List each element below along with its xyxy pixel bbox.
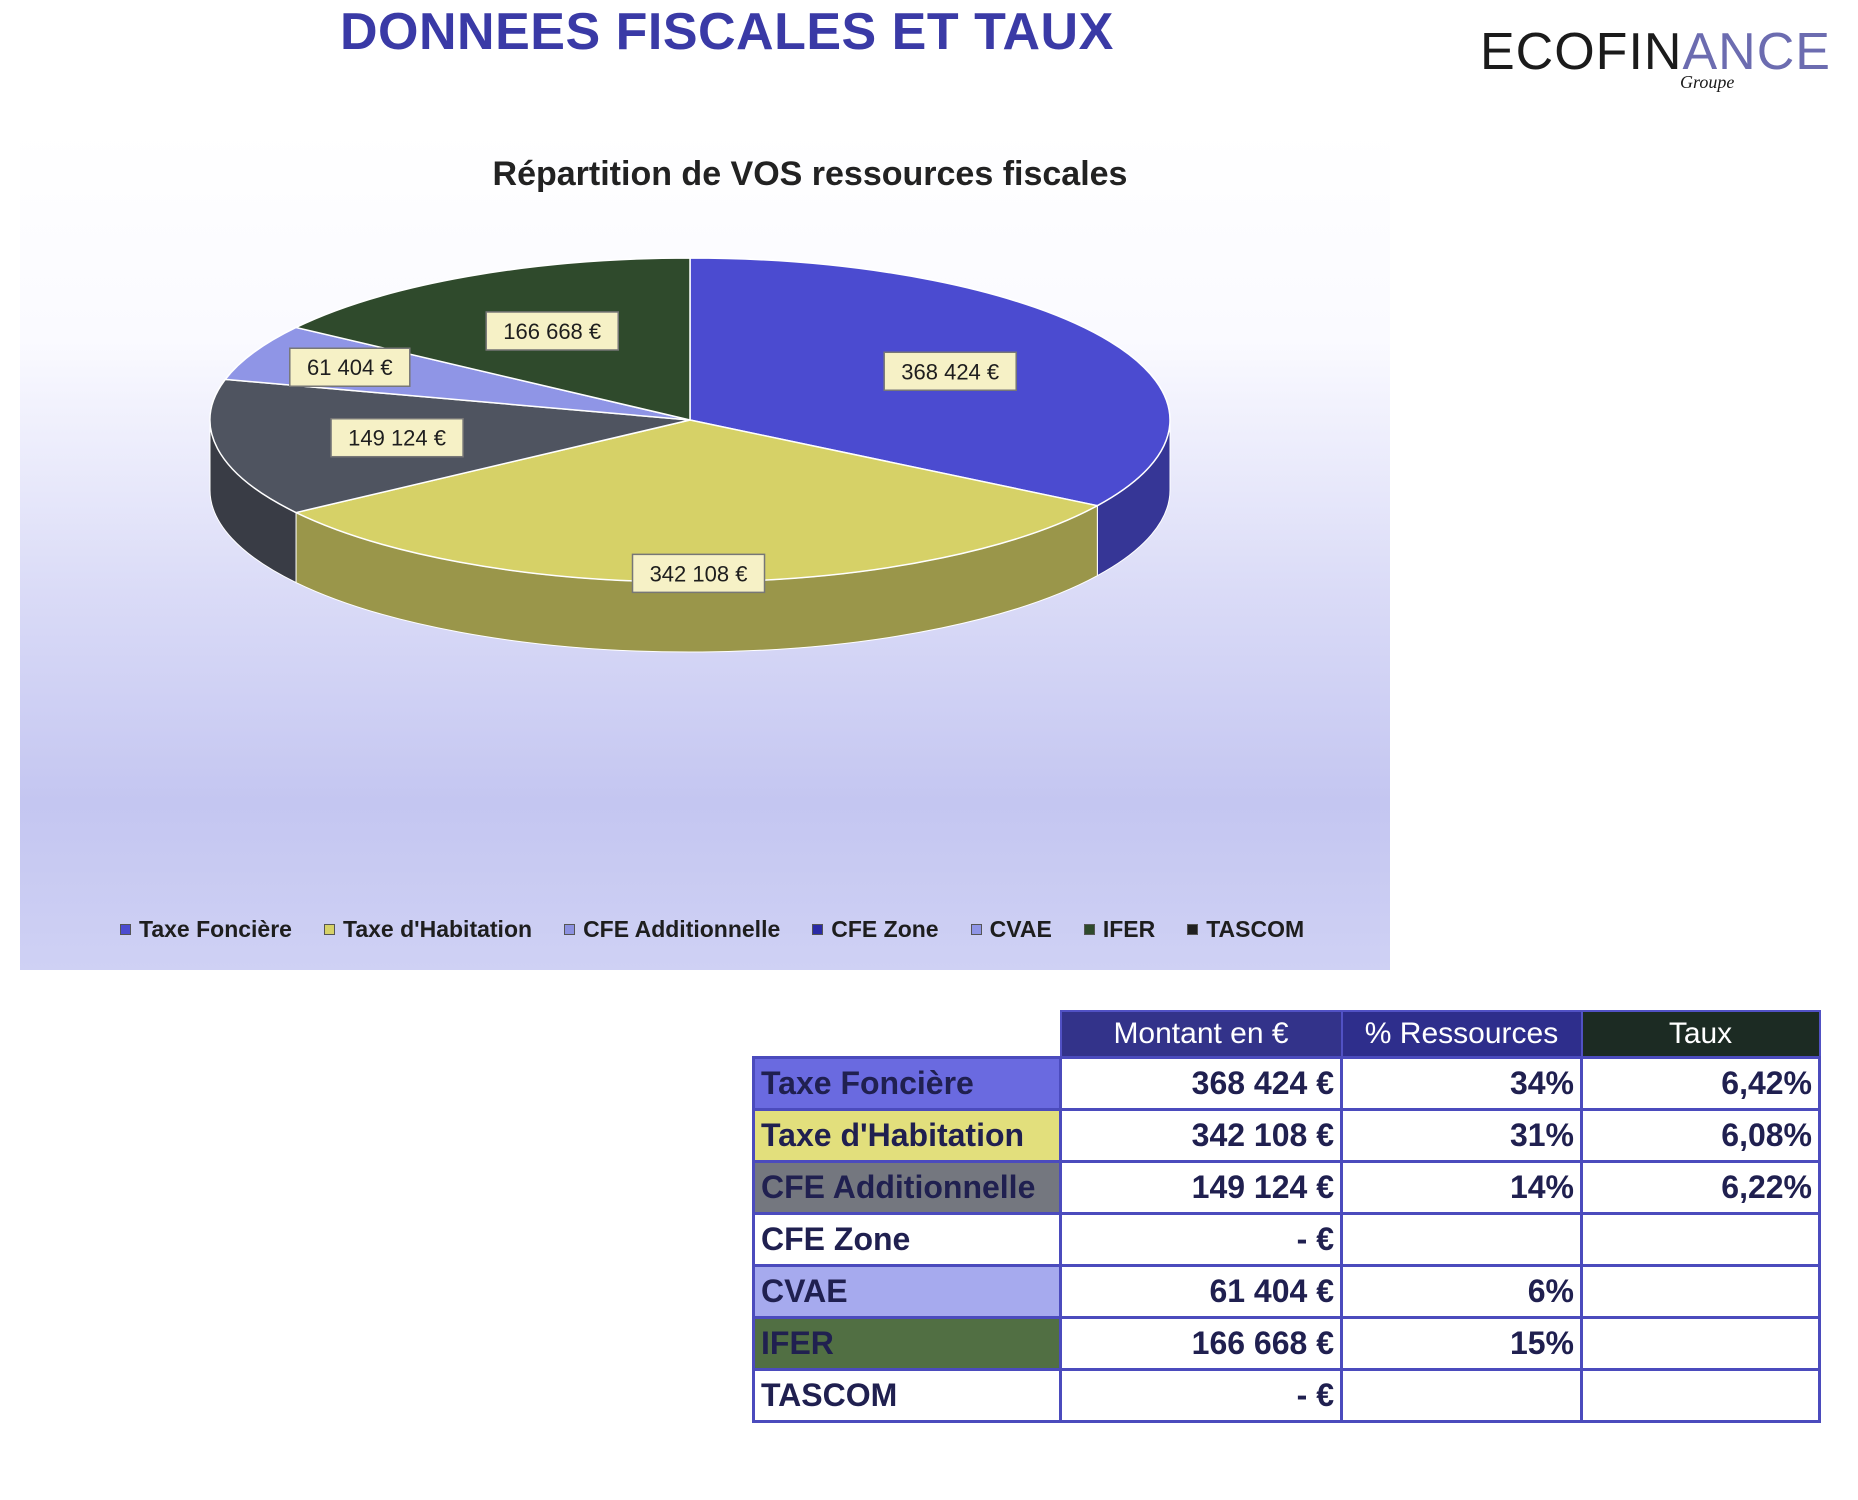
row-amount: 149 124 € xyxy=(1059,1160,1343,1215)
legend-swatch xyxy=(1187,924,1199,935)
pie-value-label-0: 368 424 € xyxy=(901,359,999,384)
row-label: Taxe d'Habitation xyxy=(752,1108,1062,1163)
row-rate xyxy=(1580,1368,1821,1423)
chart-title: Répartition de VOS ressources fiscales xyxy=(492,155,1128,193)
row-label: Taxe Foncière xyxy=(752,1056,1062,1111)
row-rate xyxy=(1580,1212,1821,1267)
table-header-row: Montant en € % Ressources Taux xyxy=(754,1010,1821,1059)
row-label: CFE Zone xyxy=(752,1212,1062,1267)
row-label: IFER xyxy=(752,1316,1062,1371)
legend-label: Taxe d'Habitation xyxy=(342,916,533,942)
legend-swatch xyxy=(970,924,982,935)
legend-label: Taxe Foncière xyxy=(139,916,292,942)
row-percent: 6% xyxy=(1340,1264,1583,1319)
table-row: CFE Additionnelle 149 124 €14% 6,22% xyxy=(752,1160,1821,1215)
legend-item: CVAE xyxy=(970,916,1052,943)
legend-item: Taxe d'Habitation xyxy=(323,916,533,943)
row-amount: 342 108 € xyxy=(1059,1108,1343,1163)
logo-wordmark: ECOFINANCE xyxy=(1480,23,1831,81)
pie-label-box-1 xyxy=(631,553,766,594)
table-row: TASCOM - € xyxy=(752,1368,1821,1423)
row-percent xyxy=(1340,1368,1583,1423)
row-percent: 14% xyxy=(1340,1160,1583,1215)
pie-value-label-2: 149 124 € xyxy=(348,426,446,451)
legend-swatch xyxy=(323,924,335,935)
pie-label-box-2 xyxy=(330,417,464,458)
legend-swatch xyxy=(564,924,576,935)
row-rate xyxy=(1580,1316,1821,1371)
table-header-amount: Montant en € xyxy=(1059,1010,1343,1059)
table-row: CVAE 61 404 €6% xyxy=(752,1264,1821,1319)
pie-value-label-4: 166 668 € xyxy=(503,319,601,344)
row-percent: 34% xyxy=(1340,1056,1583,1111)
row-rate: 6,08% xyxy=(1580,1108,1821,1163)
pie-label-box-0 xyxy=(883,351,1017,392)
table-row: IFER 166 668 €15% xyxy=(752,1316,1821,1371)
legend-item: CFE Additionnelle xyxy=(564,916,780,943)
row-label: CFE Additionnelle xyxy=(752,1160,1062,1215)
row-percent: 31% xyxy=(1340,1108,1583,1163)
row-rate xyxy=(1580,1264,1821,1319)
table-header-rate: Taux xyxy=(1580,1010,1821,1059)
row-amount: 368 424 € xyxy=(1059,1056,1343,1111)
ecofinance-logo: ECOFINANCE Groupe xyxy=(1470,22,1830,92)
chart-legend: Taxe Foncière Taxe d'Habitation CFE Additi… xyxy=(120,916,1304,943)
pie-label-box-3 xyxy=(289,347,411,387)
legend-swatch xyxy=(1083,924,1095,935)
table-row: Taxe d'Habitation 342 108 €31% 6,08% xyxy=(752,1108,1821,1163)
table-header-percent: % Ressources xyxy=(1340,1010,1583,1059)
legend-label: IFER xyxy=(1102,916,1156,942)
legend-item: Taxe Foncière xyxy=(120,916,292,943)
row-amount: - € xyxy=(1059,1368,1343,1423)
pie-value-label-3: 61 404 € xyxy=(307,355,393,380)
table-header-empty xyxy=(754,1011,1061,1058)
pie-value-label-1: 342 108 € xyxy=(650,561,748,586)
legend-item: IFER xyxy=(1083,916,1156,943)
logo-subtitle: Groupe xyxy=(1680,72,1735,92)
legend-label: CFE Zone xyxy=(831,916,939,942)
row-amount: 61 404 € xyxy=(1059,1264,1343,1319)
row-percent: 15% xyxy=(1340,1316,1583,1371)
table-row: CFE Zone - € xyxy=(752,1212,1821,1267)
legend-item: CFE Zone xyxy=(812,916,939,943)
legend-item: TASCOM xyxy=(1187,916,1304,943)
row-label: CVAE xyxy=(752,1264,1062,1319)
legend-swatch xyxy=(120,924,131,935)
fiscal-data-table: Montant en € % Ressources Taux Taxe Fonc… xyxy=(752,1010,1821,1423)
row-rate: 6,22% xyxy=(1580,1160,1821,1215)
row-rate: 6,42% xyxy=(1580,1056,1821,1111)
legend-label: CFE Additionnelle xyxy=(583,916,781,942)
table-row: Taxe Foncière 368 424 €34% 6,42% xyxy=(752,1056,1821,1111)
row-percent xyxy=(1340,1212,1583,1267)
row-amount: - € xyxy=(1059,1212,1343,1267)
legend-label: CVAE xyxy=(989,916,1052,942)
legend-swatch xyxy=(812,924,824,935)
page-title: DONNEES FISCALES ET TAUX xyxy=(340,3,1114,61)
pie-label-box-4 xyxy=(485,311,619,351)
legend-label: TASCOM xyxy=(1206,916,1305,942)
row-label: TASCOM xyxy=(752,1368,1062,1423)
row-amount: 166 668 € xyxy=(1059,1316,1343,1371)
